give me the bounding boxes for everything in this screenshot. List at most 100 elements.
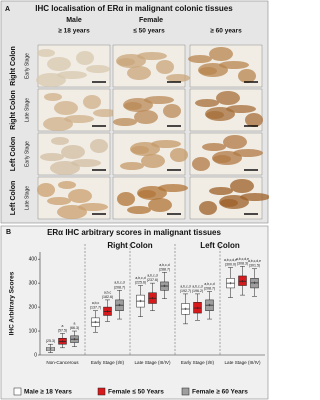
y-tick-label: 0	[34, 352, 37, 358]
annotation: a,b,c,d	[159, 263, 169, 267]
x-tick-label: Late Stage (III/IV)	[224, 360, 260, 365]
tissue	[90, 139, 108, 153]
annotation: a,b,c,d	[135, 276, 145, 280]
value-label: (66.3)	[70, 326, 79, 330]
tissue	[83, 95, 101, 109]
row-site: Right Colon	[10, 46, 17, 86]
mean-marker	[241, 279, 244, 283]
mean-marker	[151, 296, 154, 300]
legend-swatch	[13, 387, 22, 396]
tissue	[188, 55, 212, 63]
row-stage: Early Stage	[24, 53, 30, 79]
row-site: Left Colon	[10, 137, 17, 172]
tissue	[43, 117, 73, 131]
tissue	[216, 91, 240, 105]
column-age: ≤ 50 years	[133, 28, 165, 35]
legend-label: Female ≤ 50 Years	[108, 389, 164, 396]
tissue	[58, 181, 76, 189]
micrographs: Male ≥ 18 years Female ≤ 50 years ≥ 60 years…	[10, 17, 269, 220]
annotation: a,b,c	[92, 301, 100, 305]
mean-marker	[184, 307, 187, 311]
tissue	[113, 118, 137, 126]
tissue	[117, 192, 135, 206]
panel-b-frame	[0, 225, 269, 400]
annotation: a,b,c,d,e	[224, 258, 237, 262]
figure: A IHC localisation of ERα in malignant c…	[0, 0, 269, 400]
value-label: (182.6)	[102, 295, 113, 299]
mean-marker	[208, 303, 211, 307]
mean-marker	[139, 299, 142, 303]
y-tick-label: 300	[29, 280, 38, 286]
tissue	[127, 206, 151, 214]
tissue	[195, 99, 219, 107]
column-age: ≥ 60 years	[210, 28, 242, 35]
tissue	[205, 107, 235, 121]
value-label: (301.5)	[249, 264, 260, 268]
annotation: a,b,c,d,e	[236, 257, 249, 261]
row-stage: Late Stage	[24, 186, 30, 210]
x-tick-label: Non-Cancerous	[46, 360, 79, 365]
value-label: (208.7)	[204, 286, 215, 290]
legend-swatch	[181, 387, 190, 396]
tissue	[137, 186, 167, 200]
row-site: Right Colon	[10, 90, 17, 130]
tissue	[163, 104, 181, 118]
tissue	[127, 66, 151, 80]
y-tick-label: 200	[29, 304, 38, 310]
tissue	[134, 110, 158, 124]
tissue	[37, 49, 55, 57]
value-label: (208.7)	[114, 285, 125, 289]
tissue	[86, 65, 110, 73]
tissue	[141, 154, 165, 168]
mean-marker	[49, 347, 52, 351]
annotation: a,b,c,d,e	[248, 259, 261, 263]
panel-label: B	[6, 229, 11, 236]
tissue	[156, 60, 174, 74]
tissue	[68, 189, 92, 203]
annotation: a,b,c,d	[180, 284, 190, 288]
mean-marker	[73, 337, 76, 341]
chart-title: ERα IHC arbitrary scores in malignant ti…	[47, 228, 221, 237]
annotation: a	[62, 324, 64, 328]
legend-label: Female ≥ 60 Years	[192, 389, 248, 396]
tissue	[54, 101, 78, 115]
tissue	[209, 47, 233, 61]
row-stage: Early Stage	[24, 141, 30, 167]
legend-label: Male ≥ 18 Years	[24, 389, 72, 396]
y-tick-label: 100	[29, 328, 38, 334]
group-label: Left Colon	[200, 241, 240, 250]
tissue	[166, 74, 190, 82]
value-label: (225.6)	[135, 280, 146, 284]
value-label: (237.6)	[147, 278, 158, 282]
tissue	[93, 109, 117, 117]
tissue	[47, 197, 71, 205]
x-tick-label: Late Stage (III/IV)	[134, 360, 170, 365]
tissue	[223, 135, 247, 149]
tissue	[61, 145, 85, 159]
tissue	[120, 162, 144, 170]
value-label: (192.7)	[180, 289, 191, 293]
tissue	[44, 93, 62, 101]
mean-marker	[196, 306, 199, 310]
tissue	[245, 113, 263, 127]
tissue	[116, 54, 146, 68]
tissue	[36, 73, 66, 87]
column-age: ≥ 18 years	[58, 28, 90, 35]
tissue	[57, 205, 87, 219]
tissue	[192, 157, 210, 171]
tissue	[219, 195, 249, 209]
annotation: a,b,c,d	[147, 274, 157, 278]
mean-marker	[229, 281, 232, 285]
y-axis-label: IHC Arbitrary Scores	[9, 271, 16, 335]
value-label: (57.5)	[58, 328, 67, 332]
y-tick-label: 400	[29, 257, 38, 263]
mean-marker	[94, 320, 97, 324]
tissue	[40, 153, 64, 161]
value-label: (25.3)	[46, 339, 55, 343]
tissue	[47, 57, 71, 71]
tissue	[199, 201, 217, 215]
panel-title: IHC localisation of ERα in malignant col…	[35, 4, 233, 13]
tissue	[51, 137, 69, 145]
mean-marker	[106, 310, 109, 313]
row-site: Left Colon	[10, 181, 17, 216]
